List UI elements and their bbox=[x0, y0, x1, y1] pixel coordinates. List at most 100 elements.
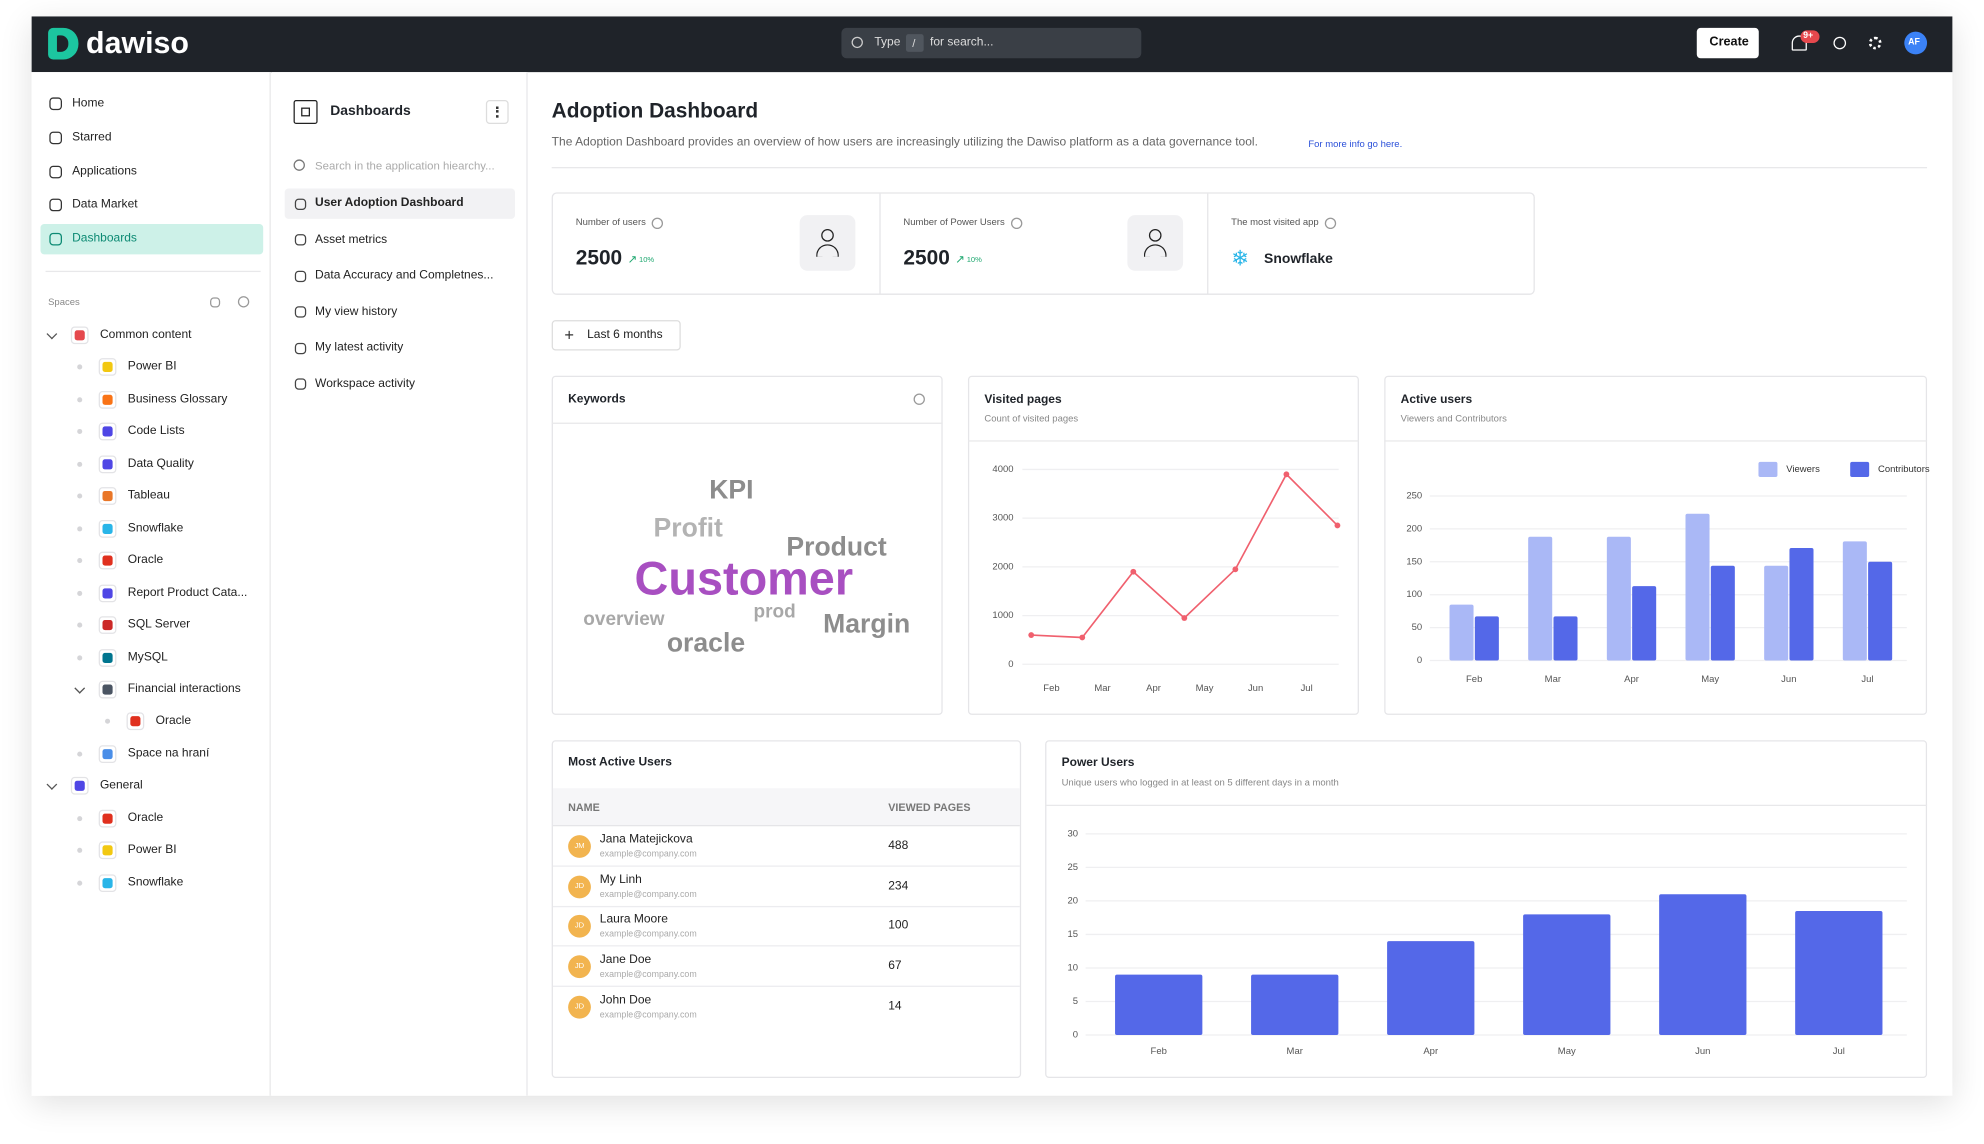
app-icon: ❄ bbox=[1231, 246, 1250, 271]
tree-label: Snowflake bbox=[127, 875, 184, 890]
tree-icon-fill bbox=[102, 748, 113, 759]
spaces-search[interactable] bbox=[237, 296, 250, 308]
create-button[interactable] bbox=[1696, 27, 1759, 59]
card-divider bbox=[1384, 440, 1928, 442]
row-email: example@company.com bbox=[599, 890, 697, 900]
tree-icon-fill bbox=[102, 394, 113, 405]
tree-icon bbox=[98, 423, 117, 441]
column-header: VIEWED PAGES bbox=[888, 800, 971, 814]
row-initials: JD bbox=[574, 963, 585, 971]
row-views: 67 bbox=[888, 959, 902, 974]
tree-label: Snowflake bbox=[127, 520, 184, 535]
tree-icon bbox=[98, 358, 117, 377]
kebab-button[interactable] bbox=[485, 99, 509, 125]
settings-icon[interactable] bbox=[1868, 36, 1882, 50]
filter-button[interactable] bbox=[551, 320, 681, 351]
tree-label: Code Lists bbox=[127, 424, 185, 439]
search-box[interactable] bbox=[841, 27, 1142, 59]
kpi-arrow: ↗ bbox=[955, 253, 965, 266]
kpi-value: 2500 bbox=[575, 246, 623, 270]
row-initials: JD bbox=[574, 1003, 585, 1011]
table-header bbox=[552, 788, 1020, 827]
page-title: Adoption Dashboard bbox=[551, 99, 759, 123]
kpi-icon-box bbox=[1127, 215, 1184, 271]
row-avatar bbox=[568, 995, 591, 1019]
nav-item[interactable] bbox=[40, 224, 264, 255]
logo-text: dawiso bbox=[86, 26, 189, 61]
tree-item[interactable] bbox=[40, 708, 263, 736]
tree-label: General bbox=[99, 778, 143, 793]
kpi-label: The most visited app bbox=[1231, 216, 1319, 228]
panel-search-icon bbox=[293, 159, 305, 171]
tree-icon bbox=[98, 841, 117, 860]
tree-icon bbox=[98, 551, 117, 570]
row-views: 234 bbox=[888, 878, 909, 893]
tree-label: Oracle bbox=[155, 714, 192, 729]
dashboard-label: Workspace activity bbox=[315, 376, 416, 391]
key-chip bbox=[905, 34, 924, 52]
row-initials: JD bbox=[574, 922, 585, 931]
icon bbox=[49, 97, 63, 111]
row-avatar bbox=[568, 915, 591, 939]
kpi-container bbox=[551, 192, 1535, 295]
keyword: Customer bbox=[634, 552, 854, 605]
info-icon bbox=[651, 217, 664, 230]
tree-icon bbox=[98, 745, 117, 763]
row-email: example@company.com bbox=[599, 930, 697, 940]
tree-dot bbox=[77, 847, 83, 854]
search-key: / bbox=[912, 36, 916, 50]
tree-icon-fill bbox=[102, 813, 113, 824]
badge bbox=[1800, 30, 1820, 44]
row-email: example@company.com bbox=[599, 970, 697, 980]
icon bbox=[49, 131, 63, 144]
help-icon[interactable] bbox=[1833, 36, 1847, 50]
dashboard-label: My latest activity bbox=[315, 340, 404, 355]
row-name: Jana Matejickova bbox=[599, 832, 693, 847]
dashboard-item[interactable] bbox=[284, 188, 515, 219]
tree-icon bbox=[70, 326, 89, 345]
filter-plus: + bbox=[564, 325, 574, 345]
icon bbox=[294, 378, 306, 390]
tree-dot bbox=[77, 461, 83, 467]
info-link[interactable]: For more info go here. bbox=[1308, 137, 1403, 150]
badge-text: 9+ bbox=[1803, 31, 1814, 41]
table-row bbox=[552, 828, 1020, 867]
keyword: Product bbox=[786, 532, 887, 562]
bell-icon[interactable] bbox=[1791, 35, 1807, 51]
tree-label: Oracle bbox=[127, 810, 164, 825]
description: The Adoption Dashboard provides an overv… bbox=[551, 135, 1258, 150]
dashboard-label: Asset metrics bbox=[315, 232, 388, 247]
row-name: John Doe bbox=[599, 993, 652, 1007]
dashboard-label: My view history bbox=[315, 304, 398, 319]
tree-icon bbox=[98, 487, 117, 506]
tree-label: Power BI bbox=[127, 842, 177, 857]
row-avatar bbox=[568, 835, 591, 858]
row-avatar bbox=[568, 955, 591, 979]
dashboard-label: User Adoption Dashboard bbox=[315, 196, 464, 211]
column-header: NAME bbox=[568, 800, 600, 814]
tree-label: Power BI bbox=[127, 359, 177, 374]
keyword: Margin bbox=[823, 609, 911, 639]
kpi-divider bbox=[879, 193, 881, 294]
tree-dot bbox=[77, 880, 83, 886]
tree-dot bbox=[77, 525, 83, 532]
tree-label: SQL Server bbox=[127, 617, 191, 632]
kpi-change: 10% bbox=[966, 256, 982, 265]
kpi-icon-box bbox=[799, 215, 856, 271]
panel-title: Dashboards bbox=[330, 103, 411, 119]
icon bbox=[294, 270, 306, 282]
avatar[interactable] bbox=[1904, 31, 1928, 55]
kpi-divider bbox=[1207, 193, 1209, 294]
tree-label: Tableau bbox=[127, 488, 170, 503]
row-name: Laura Moore bbox=[599, 912, 668, 927]
panel-icon bbox=[293, 99, 318, 125]
tree-icon bbox=[98, 455, 117, 473]
tree-dot bbox=[77, 654, 83, 660]
icon bbox=[294, 306, 306, 318]
search-placeholder: for search... bbox=[930, 35, 994, 50]
row-name: My Linh bbox=[599, 872, 642, 887]
keyword: KPI bbox=[709, 475, 754, 505]
info-icon bbox=[1324, 217, 1337, 230]
icon bbox=[294, 198, 306, 210]
row-avatar bbox=[568, 875, 591, 898]
